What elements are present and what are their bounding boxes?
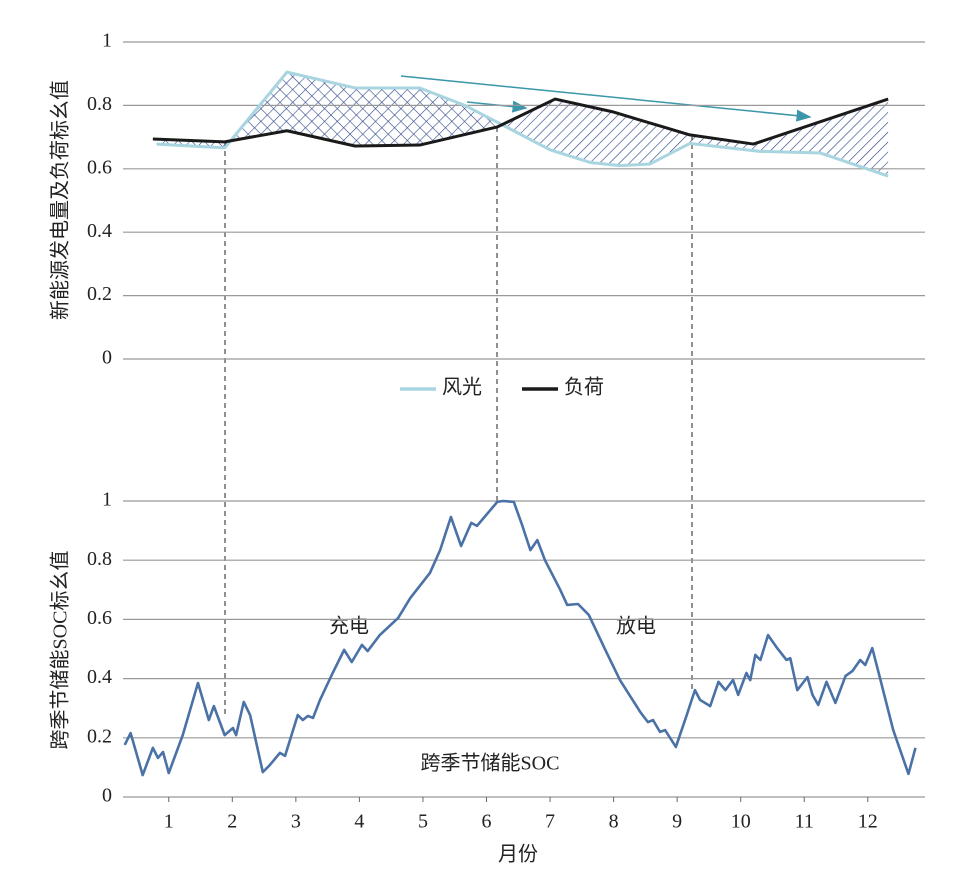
deficit-area [503, 99, 889, 177]
y-tick-label: 0.6 [87, 156, 112, 178]
x-tick-label: 12 [858, 811, 878, 833]
x-axis-title: 月份 [498, 843, 538, 866]
x-tick-label: 4 [354, 811, 364, 833]
series-line [123, 499, 917, 777]
y-tick-label: 0 [102, 347, 112, 369]
y-tick-label: 0.8 [87, 93, 112, 115]
y-tick-label: 0.6 [87, 607, 112, 629]
annotation: 充电 [329, 615, 369, 638]
x-tick-label: 10 [731, 811, 751, 833]
series-line [152, 97, 889, 148]
y-tick-label: 0 [102, 785, 112, 807]
y-tick-label: 0.8 [87, 548, 112, 570]
y-axis-title: 新能源发电量及负荷标幺值 [49, 80, 72, 320]
y-tick-label: 0.2 [87, 725, 112, 747]
legend-label: 跨季节储能SOC [421, 752, 560, 775]
x-tick-label: 8 [609, 811, 619, 833]
x-tick-label: 9 [672, 811, 682, 833]
x-tick-label: 6 [482, 811, 492, 833]
x-tick-label: 3 [291, 811, 301, 833]
trend-arrow [400, 75, 812, 122]
y-tick-label: 1 [102, 30, 112, 52]
y-tick-label: 0.4 [87, 666, 112, 688]
x-tick-label: 5 [418, 811, 428, 833]
x-tick-label: 1 [164, 811, 174, 833]
legend-label: 风光 [442, 376, 482, 399]
series-line [156, 70, 889, 178]
y-tick-label: 0.2 [87, 283, 112, 305]
y-tick-label: 0.4 [87, 220, 112, 242]
y-axis-title: 跨季节储能SOC标幺值 [49, 551, 72, 750]
legend-label: 负荷 [564, 376, 604, 399]
x-tick-label: 11 [795, 811, 814, 833]
x-tick-label: 2 [227, 811, 237, 833]
x-tick-label: 7 [545, 811, 555, 833]
y-tick-label: 1 [102, 489, 112, 511]
annotation: 放电 [616, 615, 656, 638]
